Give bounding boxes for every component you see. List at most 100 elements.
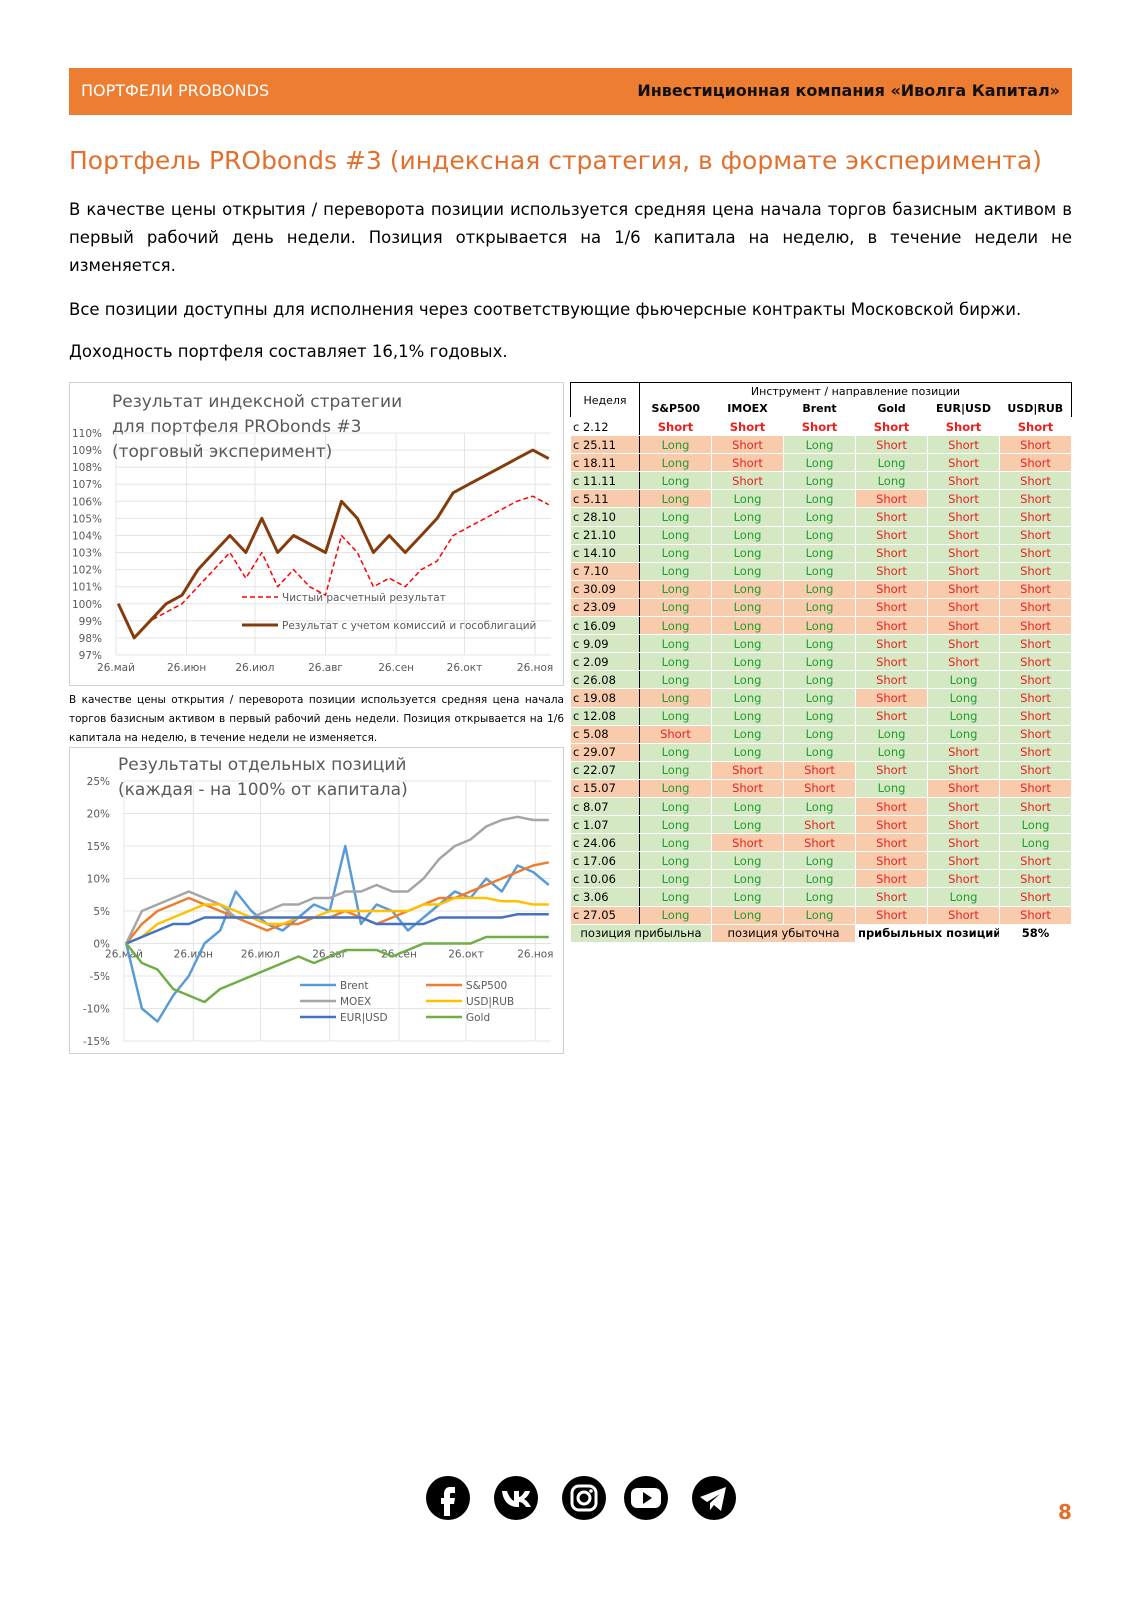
week-cell: с 10.06 <box>570 869 640 889</box>
position-cell: Short <box>999 634 1072 654</box>
position-cell: Long <box>783 688 856 708</box>
position-cell: Short <box>999 869 1072 889</box>
position-cell: Short <box>999 489 1072 509</box>
position-cell: Short <box>855 652 928 672</box>
y-tick-label: 107% <box>72 479 102 491</box>
position-cell: Long <box>711 579 784 599</box>
position-cell: Long <box>783 796 856 817</box>
legend-label: MOEX <box>340 996 371 1008</box>
header-cell: Инструмент / направление позиции <box>750 385 961 398</box>
week-cell: с 16.09 <box>570 616 640 636</box>
chart: -15%-10%-5%0%5%10%15%20%25%26.май 26.июн 2… <box>69 747 564 1054</box>
table-row: с 5.08 Short Long Long Long Long Short <box>570 724 1072 744</box>
position-cell: Short <box>855 616 928 636</box>
position-cell: Short <box>999 507 1072 527</box>
x-tick-label: 26.июн <box>167 662 206 674</box>
table-row: с 19.08 Long Long Long Short Long Short <box>570 688 1072 708</box>
position-cell: Short <box>999 597 1072 618</box>
legend-cell: позиция прибыльна <box>570 923 712 943</box>
position-cell: Long <box>711 724 784 744</box>
position-cell: Short <box>855 435 928 455</box>
position-cell: Long <box>711 887 784 907</box>
instagram-icon[interactable] <box>562 1476 606 1520</box>
y-tick-label: 109% <box>72 445 102 457</box>
position-cell: Long <box>855 724 928 744</box>
week-cell: с 11.11 <box>570 471 640 491</box>
week-cell: с 1.07 <box>570 815 640 835</box>
week-cell: с 9.09 <box>570 634 640 654</box>
social-icons <box>426 1476 736 1520</box>
position-cell: Short <box>855 833 928 853</box>
y-tick-label: -10% <box>83 1004 110 1016</box>
position-cell: Short <box>927 561 1000 581</box>
column-header: S&P500 <box>651 402 701 415</box>
y-tick-label: 106% <box>72 496 102 508</box>
position-cell: Short <box>855 815 928 835</box>
position-cell: Long <box>783 706 856 726</box>
paragraph: Доходность портфеля составляет 16,1% год… <box>69 342 508 361</box>
position-cell: Long <box>711 489 784 509</box>
week-cell: с 29.07 <box>570 742 640 762</box>
position-cell: Short <box>999 851 1072 871</box>
position-cell: Long <box>999 815 1072 835</box>
position-cell: Long <box>783 507 856 527</box>
header-company: Инвестиционная компания «Иволга Капитал» <box>637 81 1060 100</box>
position-cell: Long <box>711 851 784 871</box>
position-cell: Long <box>855 742 928 762</box>
position-cell: Short <box>711 833 784 853</box>
position-cell: Long <box>783 525 856 545</box>
position-cell: Short <box>999 887 1072 907</box>
position-cell: Long <box>855 471 928 491</box>
position-cell: Long <box>783 561 856 581</box>
position-cell: Short <box>855 670 928 690</box>
position-cell: Short <box>999 579 1072 599</box>
position-cell: Short <box>855 579 928 599</box>
chart-title: Результаты отдельных позиций <box>118 755 406 775</box>
position-cell: Long <box>999 833 1072 853</box>
position-cell: Long <box>783 453 856 473</box>
week-cell: с 28.10 <box>570 507 640 527</box>
position-cell: Long <box>639 688 712 708</box>
x-tick-label: 26.июл <box>241 949 280 961</box>
y-tick-label: 10% <box>87 874 110 886</box>
position-cell: Short <box>999 706 1072 726</box>
series-line <box>125 913 549 945</box>
table-row: с 12.08 Long Long Long Short Long Short <box>570 706 1072 726</box>
position-cell: Short <box>999 742 1072 762</box>
table-row: с 23.09 Long Long Long Short Short Short <box>570 597 1072 618</box>
position-cell: Short <box>999 525 1072 545</box>
telegram-icon[interactable] <box>692 1476 736 1520</box>
x-tick-label: 26.июн <box>174 949 213 961</box>
position-cell: Long <box>783 851 856 871</box>
paragraph: Все позиции доступны для исполнения чере… <box>69 300 1022 319</box>
x-tick-label: 26.авг <box>312 949 347 961</box>
position-cell: Short <box>927 507 1000 527</box>
table-row: с 5.11 Long Long Long Short Short Short <box>570 489 1072 509</box>
table-row: с 29.07 Long Long Long Long Short Short <box>570 742 1072 762</box>
chart-caption: В качестве цены открытия / переворота по… <box>69 694 564 744</box>
position-cell: Short <box>999 670 1072 690</box>
position-cell: Short <box>927 435 1000 455</box>
chart-title: (торговый эксперимент) <box>112 442 332 462</box>
vk-icon[interactable] <box>494 1476 538 1520</box>
x-tick-label: 26.май <box>97 662 135 674</box>
position-cell: Long <box>711 670 784 690</box>
position-cell: Long <box>639 706 712 726</box>
position-cell: Short <box>927 579 1000 599</box>
position-cell: Long <box>639 815 712 835</box>
week-cell: с 18.11 <box>570 453 640 473</box>
position-cell: Short <box>927 543 1000 563</box>
position-cell: Long <box>783 887 856 907</box>
position-cell: Short <box>999 760 1072 780</box>
facebook-icon[interactable] <box>426 1476 470 1520</box>
position-cell: Short <box>927 471 1000 491</box>
youtube-icon[interactable] <box>624 1476 668 1520</box>
chart: 97% 98% 99% 100% 101% 102% 103% 104% 105% 106% 107… <box>69 382 564 686</box>
position-cell: Short <box>999 416 1072 437</box>
position-cell: Long <box>711 597 784 618</box>
position-cell: Short <box>999 561 1072 581</box>
x-tick-label: 26.ноя <box>517 662 553 674</box>
table-row: с 2.12 Short Short Short Short Short Short <box>570 416 1072 437</box>
page-number: 8 <box>1058 1500 1072 1524</box>
position-cell: Long <box>711 815 784 835</box>
